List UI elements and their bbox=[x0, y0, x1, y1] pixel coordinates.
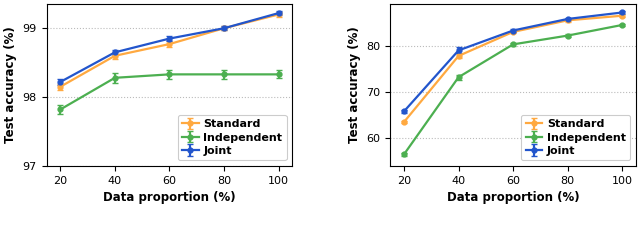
Y-axis label: Test accuracy (%): Test accuracy (%) bbox=[4, 27, 17, 143]
X-axis label: Data proportion (%): Data proportion (%) bbox=[103, 191, 236, 204]
X-axis label: Data proportion (%): Data proportion (%) bbox=[447, 191, 579, 204]
Legend: Standard, Independent, Joint: Standard, Independent, Joint bbox=[521, 115, 630, 160]
Y-axis label: Test accuracy (%): Test accuracy (%) bbox=[348, 27, 361, 143]
Legend: Standard, Independent, Joint: Standard, Independent, Joint bbox=[178, 115, 287, 160]
